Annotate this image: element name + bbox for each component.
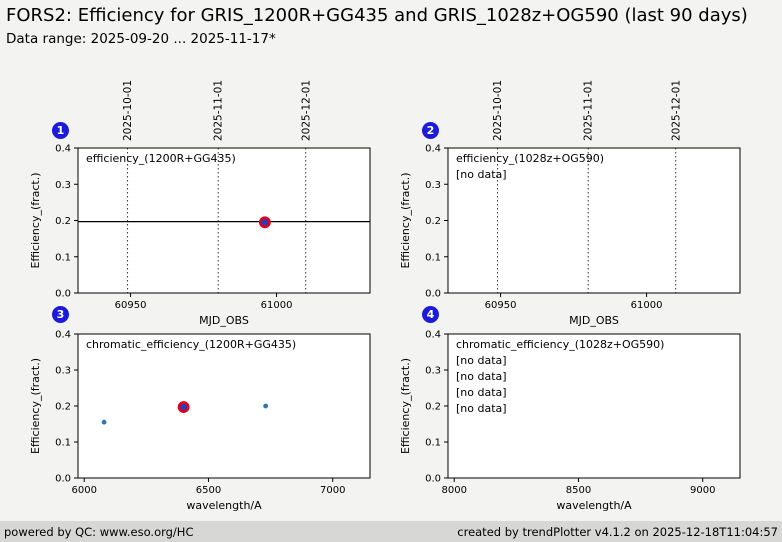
y-tick-label: 0.3 — [55, 366, 71, 377]
y-tick-label: 0.2 — [55, 402, 71, 413]
y-tick-label: 0.0 — [55, 474, 71, 485]
y-tick-label: 0.3 — [425, 366, 441, 377]
x-tick-label: 60950 — [485, 300, 517, 311]
x-axis-label: wavelength/A — [186, 499, 262, 512]
date-gridline-label: 2025-11-01 — [583, 80, 595, 141]
subplot-1: 2025-10-01 2025-11-01 2025-12-01 60950 61000… — [29, 80, 371, 327]
plot-4-badge[interactable]: 4 — [422, 306, 439, 323]
y-tick-label: 0.1 — [55, 252, 71, 263]
date-gridline-label: 2025-11-01 — [213, 80, 225, 141]
date-gridline-label: 2025-12-01 — [670, 80, 682, 141]
y-tick-label: 0.4 — [425, 330, 441, 341]
date-gridline-label: 2025-10-01 — [122, 80, 134, 141]
y-tick-label: 0.3 — [425, 180, 441, 191]
y-tick-label: 0.2 — [425, 216, 441, 227]
subplot-2: 2025-10-01 2025-11-01 2025-12-01 60950 61000… — [399, 80, 741, 327]
no-data-annotation: [no data] — [456, 168, 507, 181]
x-tick-label: 6000 — [71, 485, 96, 496]
no-data-annotation: [no data] — [456, 370, 507, 383]
x-axis-label: MJD_OBS — [569, 314, 619, 327]
x-tick-label: 8000 — [441, 485, 466, 496]
y-tick-label: 0.0 — [425, 474, 441, 485]
y-axis-label: Efficiency_(fract.) — [399, 172, 412, 268]
y-tick-label: 0.0 — [425, 289, 441, 300]
subplot-3: 6000 6500 7000 0.0 0.1 0.2 0.3 0.4 chromatic_eff… — [29, 330, 371, 512]
date-range: Data range: 2025-09-20 ... 2025-11-17* — [6, 31, 276, 47]
plot-area — [448, 148, 740, 293]
y-tick-label: 0.3 — [55, 180, 71, 191]
plot-title: efficiency_(1200R+GG435) — [86, 152, 236, 165]
data-point — [263, 403, 269, 409]
no-data-annotation: [no data] — [456, 386, 507, 399]
plot-3-badge[interactable]: 3 — [52, 306, 69, 323]
x-tick-label: 60950 — [115, 300, 147, 311]
x-tick-label: 61000 — [631, 300, 663, 311]
no-data-annotation: [no data] — [456, 354, 507, 367]
x-axis-label: MJD_OBS — [199, 314, 249, 327]
data-point — [101, 419, 107, 425]
y-axis-label: Efficiency_(fract.) — [29, 172, 42, 268]
plot-frame — [447, 147, 741, 294]
y-tick-label: 0.4 — [55, 144, 71, 155]
x-tick-label: 6500 — [196, 485, 221, 496]
date-gridline-label: 2025-10-01 — [492, 80, 504, 141]
y-tick-label: 0.1 — [425, 252, 441, 263]
plot-frame — [447, 333, 741, 479]
plot-area — [78, 334, 370, 478]
x-tick-label: 61000 — [261, 300, 293, 311]
y-tick-label: 0.1 — [425, 438, 441, 449]
footer-created-text: created by trendPlotter v4.1.2 on 2025-1… — [457, 524, 778, 539]
x-tick-label: 9000 — [690, 485, 715, 496]
y-tick-label: 0.1 — [55, 438, 71, 449]
plot-title: chromatic_efficiency_(1200R+GG435) — [86, 338, 296, 351]
y-axis-label: Efficiency_(fract.) — [29, 358, 42, 454]
data-point-highlighted — [258, 216, 271, 229]
y-tick-label: 0.0 — [55, 289, 71, 300]
data-point-highlighted — [177, 401, 190, 413]
subplot-4: 8000 8500 9000 0.0 0.1 0.2 0.3 0.4 chromatic_eff… — [399, 330, 741, 512]
plot-area — [448, 334, 740, 478]
page-title: FORS2: Efficiency for GRIS_1200R+GG435 a… — [6, 5, 748, 26]
plot-frame — [77, 147, 371, 294]
plot-title: chromatic_efficiency_(1028z+OG590) — [456, 338, 664, 351]
y-tick-label: 0.2 — [425, 402, 441, 413]
footer-bar: powered by QC: www.eso.org/HC created by… — [0, 521, 782, 542]
x-tick-label: 8500 — [566, 485, 591, 496]
y-axis-label: Efficiency_(fract.) — [399, 358, 412, 454]
footer-qc-link[interactable]: powered by QC: www.eso.org/HC — [4, 524, 194, 539]
plot-frame — [77, 333, 371, 479]
plot-2-badge[interactable]: 2 — [422, 122, 439, 139]
y-tick-label: 0.4 — [55, 330, 71, 341]
y-tick-label: 0.2 — [55, 216, 71, 227]
no-data-annotation: [no data] — [456, 402, 507, 415]
y-tick-label: 0.4 — [425, 144, 441, 155]
plot-title: efficiency_(1028z+OG590) — [456, 152, 604, 165]
plot-1-badge[interactable]: 1 — [52, 122, 69, 139]
plot-area — [78, 148, 370, 293]
x-axis-label: wavelength/A — [556, 499, 632, 512]
x-tick-label: 7000 — [320, 485, 345, 496]
date-gridline-label: 2025-12-01 — [300, 80, 312, 141]
